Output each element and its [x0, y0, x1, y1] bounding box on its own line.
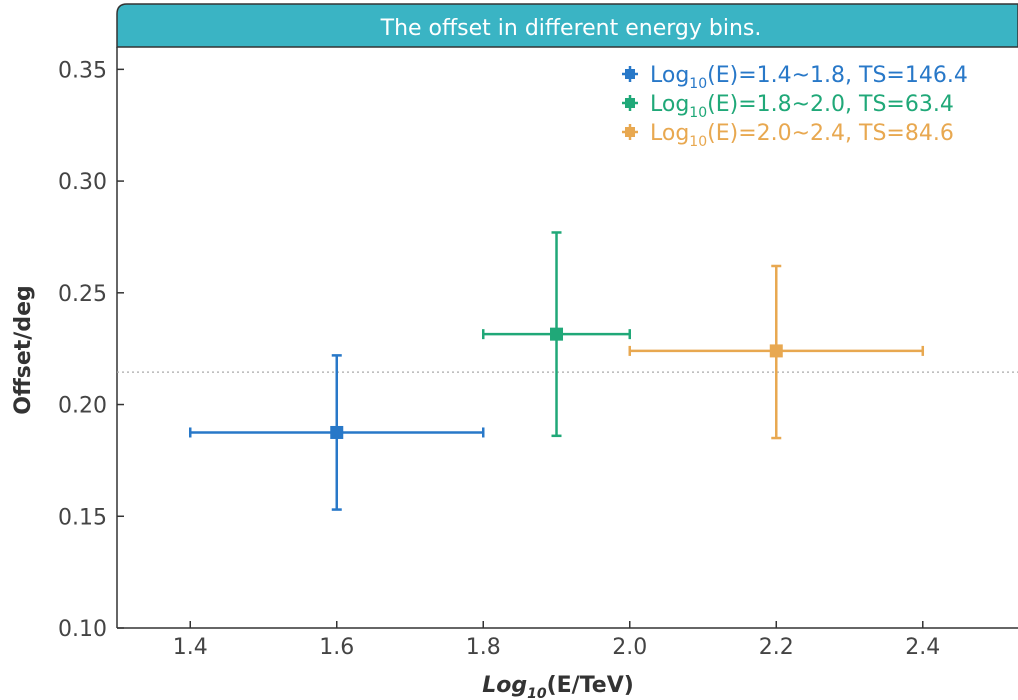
x-tick-label: 1.6 [319, 635, 354, 660]
legend-label-sub: 10 [689, 105, 707, 121]
legend-label-prefix: Log [650, 63, 689, 88]
legend-label-suffix: (E)=1.8~2.0, TS=63.4 [707, 92, 954, 117]
x-axis-label-suffix: (E/TeV) [547, 673, 634, 698]
legend-label-prefix: Log [650, 121, 689, 146]
title-background [116, 3, 1018, 48]
y-tick-label: 0.35 [58, 58, 107, 83]
data-series [189, 231, 925, 511]
y-tick-label: 0.20 [58, 394, 107, 419]
x-tick-label: 1.8 [466, 635, 501, 660]
title-bar: The offset in different energy bins. [116, 3, 1018, 48]
x-axis-label-prefix: Log [482, 673, 527, 698]
series-1 [189, 354, 485, 511]
legend-label-prefix: Log [650, 92, 689, 117]
legend-marker-square [625, 127, 635, 137]
legend-label: Log10(E)=1.4~1.8, TS=146.4 [650, 63, 968, 92]
y-tick-label: 0.30 [58, 170, 107, 195]
y-tick-label: 0.25 [58, 282, 107, 307]
legend: Log10(E)=1.4~1.8, TS=146.4Log10(E)=1.8~2… [622, 63, 968, 150]
y-tick-label: 0.10 [58, 617, 107, 642]
legend-label: Log10(E)=1.8~2.0, TS=63.4 [650, 92, 954, 121]
x-tick-label: 2.2 [759, 635, 794, 660]
legend-entry-3: Log10(E)=2.0~2.4, TS=84.6 [622, 121, 954, 150]
x-tick-label: 1.4 [173, 635, 208, 660]
y-axis-label: Offset/deg [11, 285, 36, 415]
legend-label-sub: 10 [689, 76, 707, 92]
data-point-marker [550, 327, 564, 341]
x-axis-label-sub: 10 [527, 686, 547, 700]
series-2 [482, 231, 632, 438]
x-axis-label: Log10(E/TeV) [482, 673, 634, 700]
data-point-marker [769, 344, 783, 358]
legend-entry-2: Log10(E)=1.8~2.0, TS=63.4 [622, 92, 954, 121]
data-point-marker [330, 425, 344, 439]
legend-label-sub: 10 [689, 134, 707, 150]
plot-frame [116, 47, 1018, 629]
legend-label-suffix: (E)=2.0~2.4, TS=84.6 [707, 121, 954, 146]
legend-entry-1: Log10(E)=1.4~1.8, TS=146.4 [622, 63, 968, 92]
legend-marker-square [625, 69, 635, 79]
chart-title: The offset in different energy bins. [380, 16, 762, 41]
x-tick-label: 2.0 [612, 635, 647, 660]
x-tick-label: 2.4 [905, 635, 940, 660]
legend-label-suffix: (E)=1.4~1.8, TS=146.4 [707, 63, 968, 88]
series-3 [628, 264, 925, 440]
legend-marker-square [625, 98, 635, 108]
x-axis-ticks: 1.4 1.6 1.8 2.0 2.2 2.4 [173, 621, 940, 660]
y-axis-ticks: 0.10 0.15 0.20 0.25 0.30 0.35 [58, 58, 124, 642]
y-tick-label: 0.15 [58, 505, 107, 530]
legend-label: Log10(E)=2.0~2.4, TS=84.6 [650, 121, 954, 150]
